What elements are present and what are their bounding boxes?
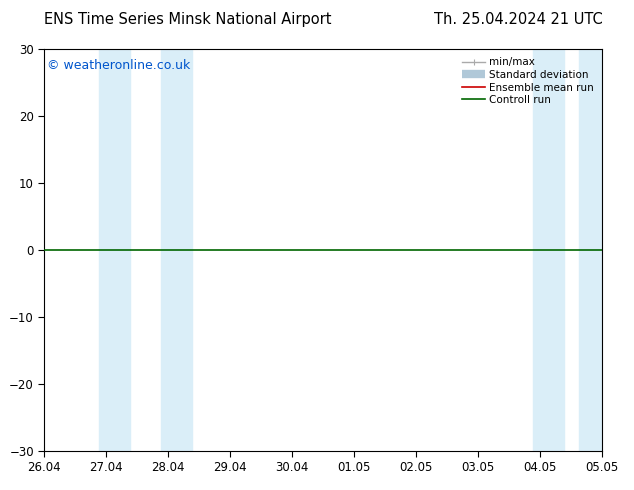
Text: Th. 25.04.2024 21 UTC: Th. 25.04.2024 21 UTC: [434, 12, 602, 27]
Text: © weatheronline.co.uk: © weatheronline.co.uk: [47, 59, 190, 72]
Bar: [533, 49, 564, 451]
Bar: [99, 49, 129, 451]
Bar: [160, 49, 191, 451]
Bar: [579, 49, 602, 451]
Text: ENS Time Series Minsk National Airport: ENS Time Series Minsk National Airport: [44, 12, 332, 27]
Legend: min/max, Standard deviation, Ensemble mean run, Controll run: min/max, Standard deviation, Ensemble me…: [459, 54, 597, 108]
